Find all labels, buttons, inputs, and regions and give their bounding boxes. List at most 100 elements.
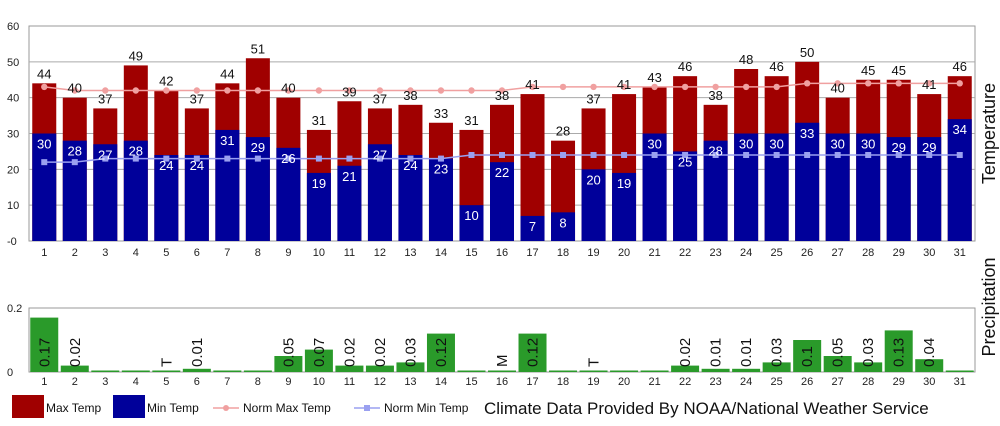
precipitation-x-tick-label: 31 xyxy=(954,376,966,388)
max-temp-value-label: 49 xyxy=(129,48,143,63)
precipitation-bar xyxy=(518,333,547,372)
temperature-x-tick-label: 5 xyxy=(163,247,169,259)
norm-max-temp-point xyxy=(407,87,414,94)
norm-min-temp-point xyxy=(834,152,841,158)
min-temp-bar xyxy=(612,172,637,241)
precipitation-x-tick-label: 22 xyxy=(679,376,691,388)
precipitation-bar xyxy=(426,333,455,372)
min-temp-value-label: 29 xyxy=(251,140,265,155)
max-temp-value-label: 40 xyxy=(830,81,844,96)
min-temp-value-label: 19 xyxy=(312,176,326,191)
min-temp-value-label: 24 xyxy=(190,158,204,173)
max-temp-value-label: 50 xyxy=(800,45,814,60)
min-temp-bar xyxy=(459,205,484,241)
precipitation-x-tick-label: 2 xyxy=(72,376,78,388)
temperature-x-tick-label: 10 xyxy=(313,247,325,259)
max-temp-value-label: 38 xyxy=(495,88,509,103)
norm-max-temp-point xyxy=(590,83,597,91)
temperature-x-tick-label: 18 xyxy=(557,247,569,259)
legend-label: Norm Max Temp xyxy=(243,401,331,415)
precipitation-x-tick-label: 11 xyxy=(344,376,355,388)
precipitation-x-tick-label: 8 xyxy=(255,376,261,388)
min-temp-bar xyxy=(642,133,667,241)
norm-min-temp-point xyxy=(224,155,231,162)
precipitation-x-tick-label: 10 xyxy=(313,376,325,388)
norm-max-temp-point xyxy=(712,83,719,91)
temperature-x-tick-label: 24 xyxy=(740,247,752,259)
min-temp-bar xyxy=(398,155,423,241)
norm-max-temp-point xyxy=(742,83,750,91)
max-temp-value-label: 31 xyxy=(464,113,478,128)
precipitation-x-tick-label: 18 xyxy=(557,376,569,388)
norm-min-temp-point xyxy=(804,152,811,158)
legend-marker xyxy=(223,405,229,411)
precipitation-value-label: 0.03 xyxy=(402,338,419,367)
min-temp-bar xyxy=(245,137,270,241)
precipitation-x-tick-label: 16 xyxy=(496,376,508,388)
max-temp-value-label: 44 xyxy=(37,66,51,81)
precipitation-value-label: 0.03 xyxy=(769,338,786,367)
precipitation-x-tick-label: 29 xyxy=(893,376,905,388)
max-temp-value-label: 38 xyxy=(708,88,722,103)
precipitation-value-label: 0.05 xyxy=(280,338,297,367)
precipitation-bar xyxy=(762,362,791,372)
norm-max-temp-point xyxy=(620,83,628,91)
min-temp-bar xyxy=(947,119,972,241)
min-temp-value-label: 30 xyxy=(769,137,783,152)
precipitation-value-label: 0.02 xyxy=(372,338,389,367)
precipitation-bar xyxy=(488,370,516,372)
precipitation-bar xyxy=(884,330,913,372)
min-temp-bar xyxy=(825,133,850,241)
min-temp-bar xyxy=(276,147,301,241)
max-temp-value-label: 37 xyxy=(373,91,387,106)
min-temp-value-label: 30 xyxy=(647,137,661,152)
precipitation-value-label: 0.01 xyxy=(708,338,725,367)
precipitation-value-label: 0.03 xyxy=(860,338,877,367)
min-temp-value-label: 30 xyxy=(37,137,51,152)
precipitation-x-tick-label: 27 xyxy=(832,376,844,388)
norm-max-temp-point xyxy=(803,80,811,87)
norm-min-temp-point xyxy=(163,155,170,162)
norm-max-temp-point xyxy=(681,83,689,91)
norm-min-temp-point xyxy=(956,152,963,158)
min-temp-bar xyxy=(32,133,57,241)
norm-min-temp-point xyxy=(743,152,750,158)
temperature-x-tick-label: 16 xyxy=(496,247,508,259)
precipitation-y-tick-label: 0 xyxy=(7,367,13,379)
norm-max-temp-point xyxy=(559,83,567,91)
max-temp-value-label: 46 xyxy=(953,59,967,74)
precipitation-bar xyxy=(549,370,578,372)
temperature-y-tick-label: 20 xyxy=(7,164,19,176)
precipitation-x-tick-label: 14 xyxy=(435,376,447,388)
norm-max-temp-point xyxy=(102,87,109,94)
norm-max-temp-point xyxy=(132,87,140,94)
min-temp-value-label: 21 xyxy=(342,169,356,184)
legend-label: Norm Min Temp xyxy=(384,401,469,415)
min-temp-bar xyxy=(490,162,514,241)
min-temp-value-label: 23 xyxy=(434,162,448,177)
max-temp-value-label: 44 xyxy=(220,66,234,81)
norm-min-temp-point xyxy=(560,152,567,158)
temperature-x-tick-label: 9 xyxy=(285,247,291,259)
precipitation-bar xyxy=(640,370,669,372)
min-temp-value-label: 29 xyxy=(922,140,936,155)
temperature-x-tick-label: 27 xyxy=(832,247,844,259)
norm-max-temp-point xyxy=(224,87,231,94)
norm-max-temp-point xyxy=(285,87,292,94)
precipitation-x-tick-label: 17 xyxy=(526,376,538,388)
norm-max-temp-point xyxy=(895,80,902,87)
precipitation-bar xyxy=(213,370,242,372)
temperature-x-tick-label: 26 xyxy=(801,247,813,259)
precipitation-bar xyxy=(274,356,303,372)
precipitation-value-label: M xyxy=(494,355,511,368)
precipitation-value-label: 0.05 xyxy=(830,338,847,367)
norm-min-temp-point xyxy=(651,152,658,158)
temperature-y-tick-label: 40 xyxy=(7,93,19,105)
temperature-x-tick-label: 21 xyxy=(648,247,660,259)
precipitation-bar xyxy=(121,370,150,372)
norm-max-temp-point xyxy=(651,83,658,91)
norm-min-temp-point xyxy=(682,152,689,158)
max-temp-value-label: 43 xyxy=(647,70,661,85)
temperature-x-tick-label: 22 xyxy=(679,247,691,259)
max-temp-value-label: 28 xyxy=(556,124,570,139)
